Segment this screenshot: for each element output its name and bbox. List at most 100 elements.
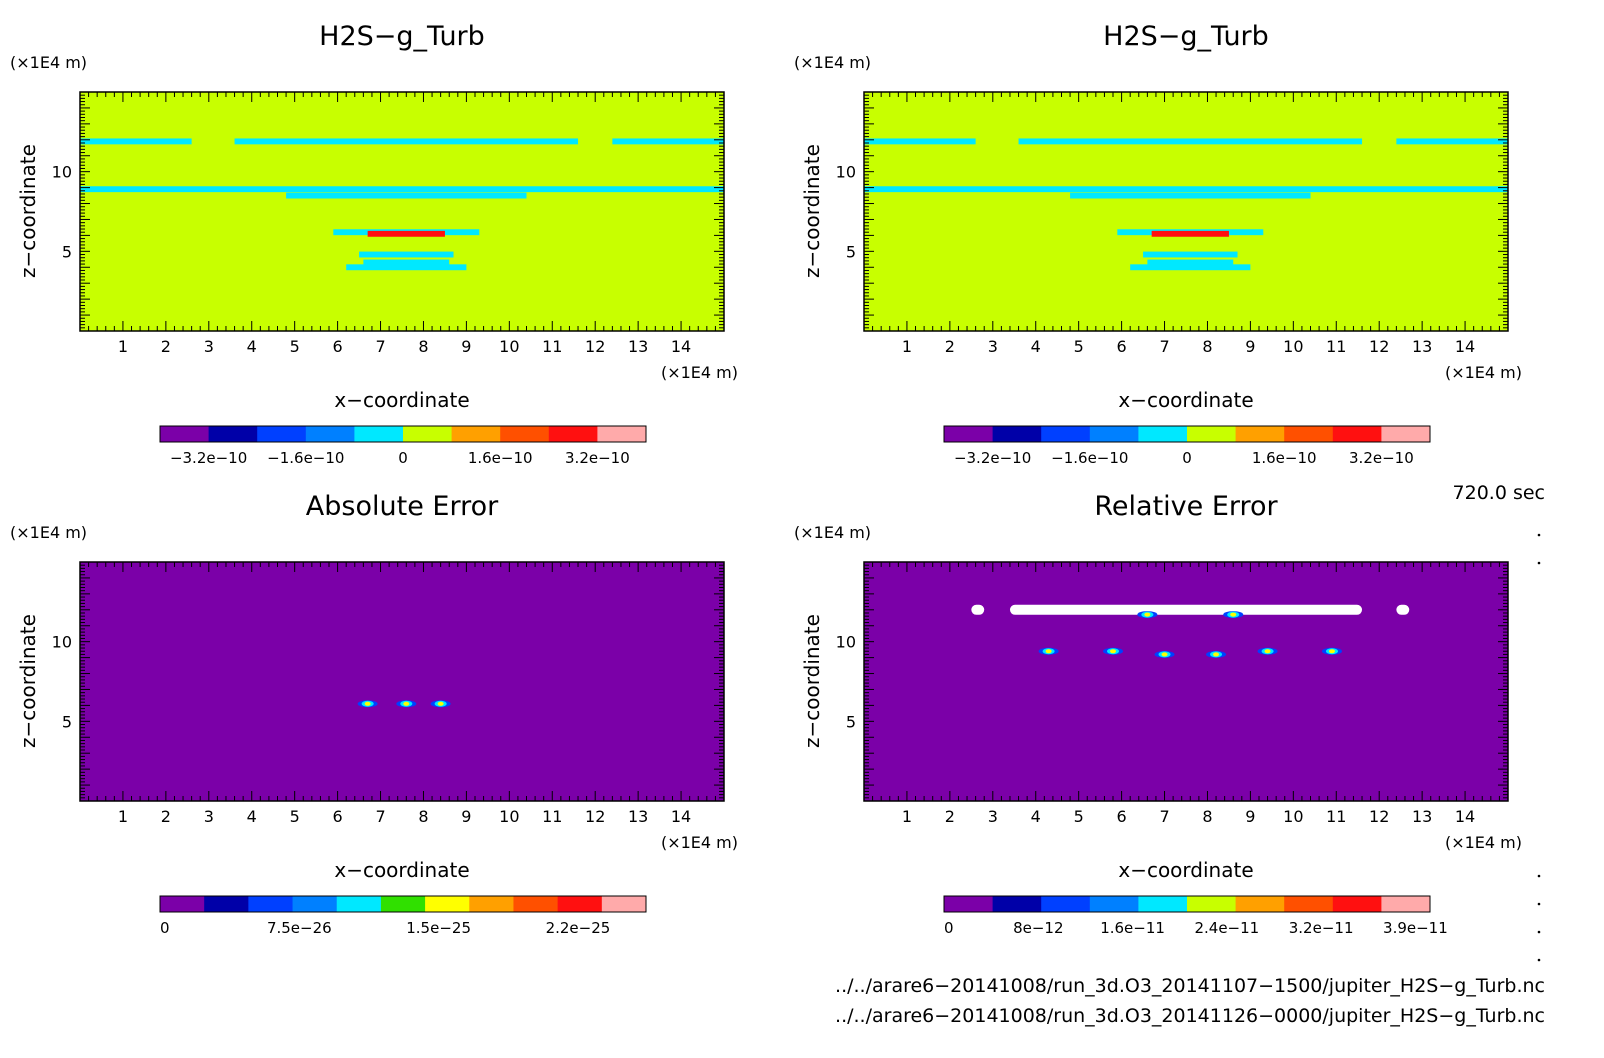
error-spot-peak xyxy=(1144,612,1151,617)
x-tick-label: 13 xyxy=(1412,807,1432,826)
heatmap-background xyxy=(80,562,724,801)
x-tick-label: 14 xyxy=(671,337,691,356)
x-tick-label: 9 xyxy=(1245,337,1255,356)
colorbar-label: 1.6e−10 xyxy=(1252,449,1317,467)
y-axis-label: z−coordinate xyxy=(800,144,824,278)
error-spot-peak xyxy=(1213,652,1220,657)
x-unit-label: (×1E4 m) xyxy=(1445,363,1522,382)
colorbar-label: 0 xyxy=(398,449,408,467)
contour-band xyxy=(359,251,454,258)
error-spot-peak xyxy=(1161,652,1168,657)
colorbar-label: 0 xyxy=(1182,449,1192,467)
colorbar-swatch xyxy=(336,896,382,912)
x-tick-label: 8 xyxy=(418,807,428,826)
x-tick-label: 10 xyxy=(1283,807,1303,826)
colorbar-swatch xyxy=(992,896,1042,912)
contour-band xyxy=(1130,264,1251,271)
colorbar-label: 3.2e−10 xyxy=(565,449,630,467)
x-tick-label: 13 xyxy=(628,337,648,356)
x-tick-label: 9 xyxy=(461,807,471,826)
chart-title: Absolute Error xyxy=(306,491,499,522)
chart-title: H2S−g_Turb xyxy=(1103,21,1269,52)
contour-band xyxy=(1018,138,1363,145)
time-label: 720.0 sec xyxy=(1453,482,1545,504)
error-spot-peak xyxy=(1230,612,1237,617)
x-tick-label: 14 xyxy=(671,807,691,826)
colorbar-swatch xyxy=(1138,426,1188,442)
colorbar-label: 1.6e−10 xyxy=(468,449,533,467)
x-tick-label: 6 xyxy=(1117,337,1127,356)
x-tick-label: 14 xyxy=(1455,337,1475,356)
colorbar-label: 1.5e−25 xyxy=(406,919,471,937)
error-spot-peak xyxy=(1045,649,1052,654)
x-tick-label: 2 xyxy=(161,337,171,356)
colorbar-swatch xyxy=(208,426,258,442)
colorbar-swatch xyxy=(1284,896,1334,912)
x-tick-label: 5 xyxy=(1074,337,1084,356)
colorbar-frame xyxy=(159,425,647,443)
x-tick-label: 6 xyxy=(333,337,343,356)
contour-band xyxy=(1151,230,1229,237)
colorbar-swatch xyxy=(1089,426,1139,442)
x-tick-label: 14 xyxy=(1455,807,1475,826)
undefined-region xyxy=(1009,604,1363,615)
contour-band xyxy=(1070,192,1311,199)
colorbar-swatch xyxy=(1089,896,1139,912)
colorbar-swatch xyxy=(992,426,1042,442)
y-unit-label: (×1E4 m) xyxy=(794,523,871,542)
y-unit-label: (×1E4 m) xyxy=(794,53,871,72)
chart-title: H2S−g_Turb xyxy=(319,21,485,52)
colorbar-swatch xyxy=(944,896,994,912)
colorbar-swatch xyxy=(1332,426,1382,442)
contour-band xyxy=(234,138,579,145)
x-tick-label: 3 xyxy=(204,337,214,356)
colorbar-label: 7.5e−26 xyxy=(267,919,332,937)
chart-panel-2: H2S−g_Turb (×1E4 m) (×1E4 m) x−coordinate z−… xyxy=(794,21,1522,467)
y-tick-label: 10 xyxy=(52,163,72,182)
error-spot-peak xyxy=(1264,649,1271,654)
x-tick-label: 3 xyxy=(988,337,998,356)
x-tick-label: 10 xyxy=(499,337,519,356)
colorbar-swatch xyxy=(1332,896,1382,912)
colorbar-label: 2.4e−11 xyxy=(1194,919,1259,937)
colorbar-frame xyxy=(943,895,1431,913)
x-tick-label: 1 xyxy=(902,337,912,356)
x-tick-label: 12 xyxy=(585,337,605,356)
colorbar-label: −3.2e−10 xyxy=(954,449,1031,467)
colorbar-swatch xyxy=(1041,426,1091,442)
colorbar-swatch xyxy=(160,426,210,442)
x-tick-label: 8 xyxy=(418,337,428,356)
contour-band xyxy=(864,138,976,145)
colorbar-label: −1.6e−10 xyxy=(1051,449,1128,467)
contour-band xyxy=(1143,251,1238,258)
chart-panel-1: H2S−g_Turb (×1E4 m) (×1E4 m) x−coordinate z−… xyxy=(10,21,738,467)
x-tick-label: 1 xyxy=(118,807,128,826)
contour-band xyxy=(612,138,724,145)
colorbar-label: −3.2e−10 xyxy=(170,449,247,467)
x-tick-label: 5 xyxy=(1074,807,1084,826)
x-tick-label: 11 xyxy=(542,337,562,356)
y-tick-label: 5 xyxy=(846,712,856,731)
y-axis-label: z−coordinate xyxy=(16,144,40,278)
x-tick-label: 7 xyxy=(375,807,385,826)
colorbar-swatch xyxy=(425,896,470,912)
colorbar-label: 2.2e−25 xyxy=(546,919,611,937)
undefined-region xyxy=(1396,604,1410,615)
colorbar-swatch xyxy=(944,426,994,442)
x-tick-label: 10 xyxy=(499,807,519,826)
colorbar-label: 3.9e−11 xyxy=(1383,919,1448,937)
colorbar-swatch xyxy=(160,896,205,912)
x-tick-label: 4 xyxy=(1031,807,1041,826)
colorbar-swatch xyxy=(1235,896,1285,912)
colorbar-swatch xyxy=(403,426,453,442)
x-tick-label: 5 xyxy=(290,337,300,356)
footer-file-2: ../../arare6−20141008/run_3d.O3_20141126… xyxy=(835,1005,1545,1027)
plot-frame xyxy=(79,561,725,802)
colorbar-label: 1.6e−11 xyxy=(1100,919,1165,937)
x-axis-label: x−coordinate xyxy=(334,858,469,882)
x-tick-label: 1 xyxy=(118,337,128,356)
y-unit-label: (×1E4 m) xyxy=(10,53,87,72)
y-axis-label: z−coordinate xyxy=(800,614,824,748)
x-tick-label: 13 xyxy=(628,807,648,826)
